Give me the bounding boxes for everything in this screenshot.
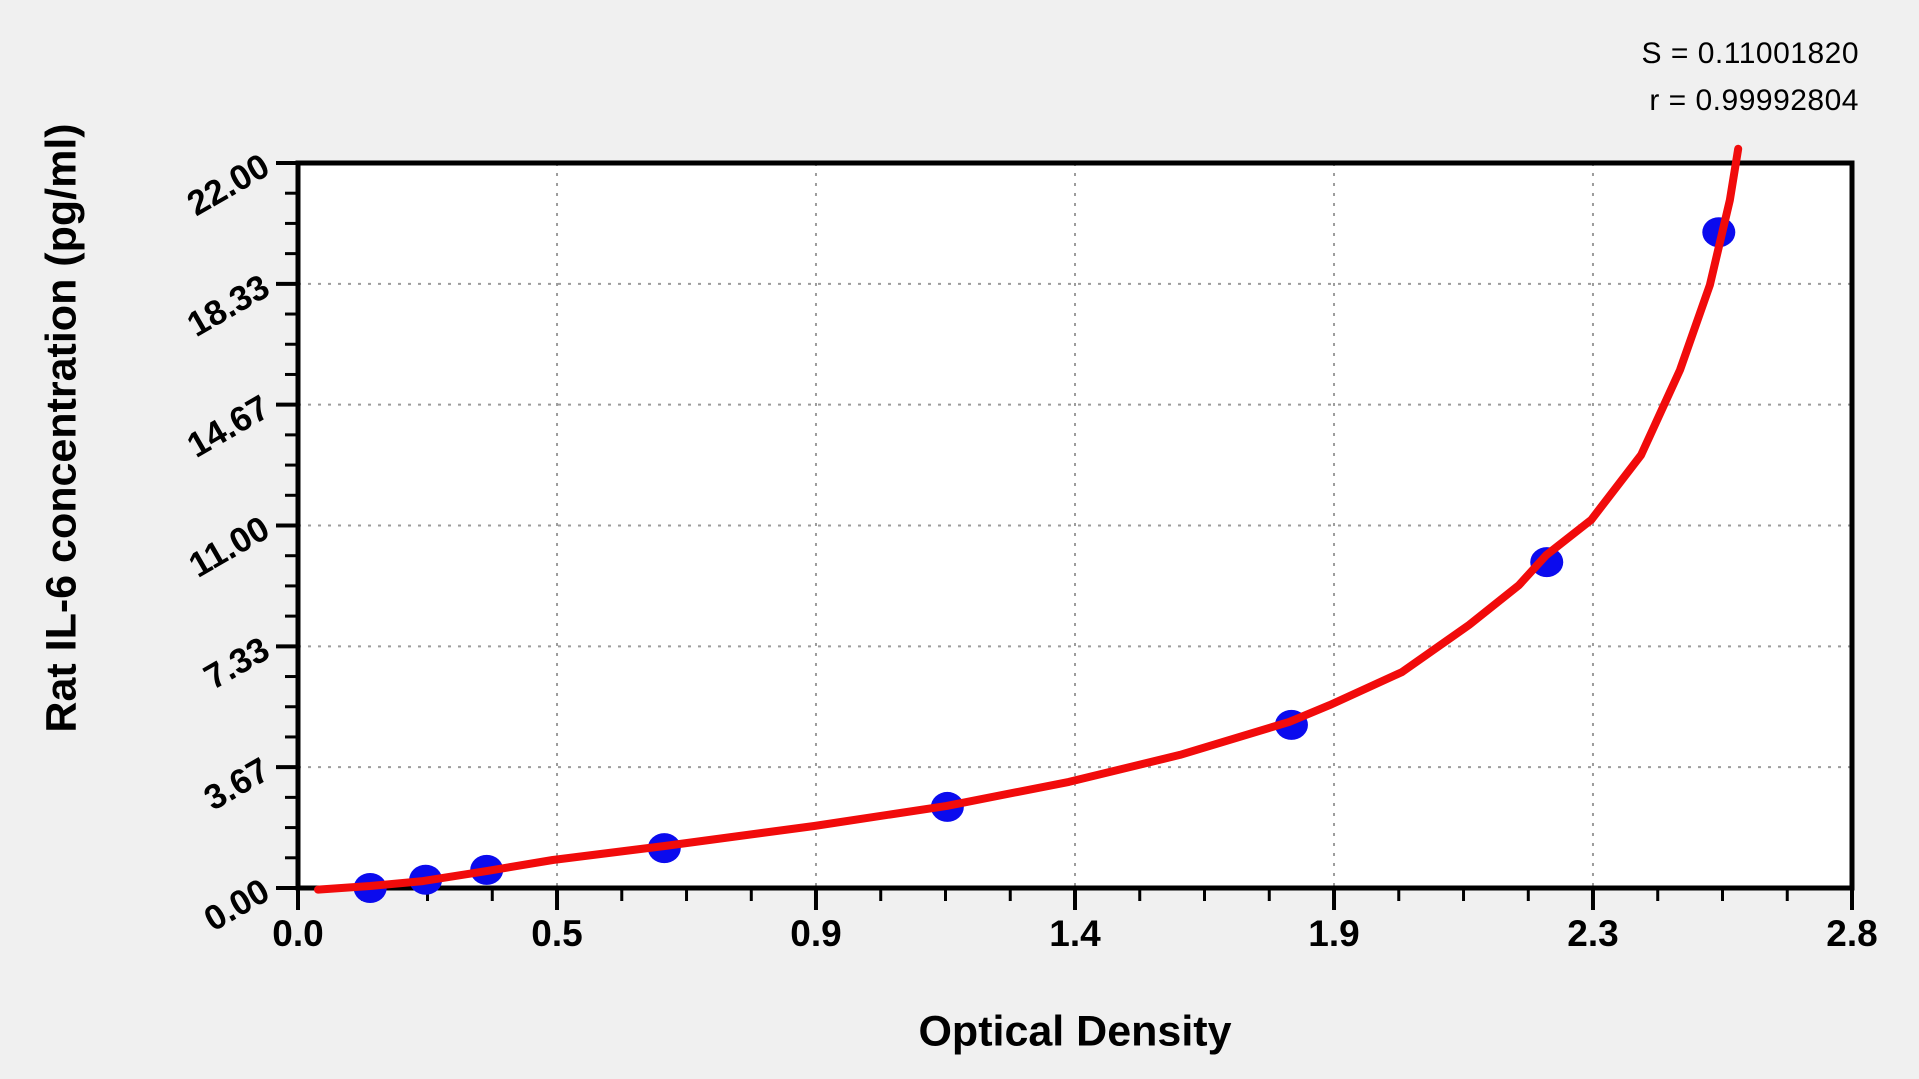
r-value-text: r = 0.99992804: [1649, 84, 1859, 117]
y-tick-label: 18.33: [181, 267, 276, 345]
x-tick-label: 1.9: [1308, 913, 1359, 954]
y-tick-label: 3.67: [198, 750, 276, 818]
s-value-text: S = 0.11001820: [1641, 37, 1859, 70]
y-tick-label: 22.00: [181, 146, 276, 224]
plot-frame: [295, 160, 1855, 891]
y-axis-title: Rat IL-6 concentration (pg/ml): [37, 123, 86, 733]
x-tick-label: 2.3: [1567, 913, 1618, 954]
x-tick-label: 1.4: [1049, 913, 1101, 954]
y-tick-label: 7.33: [198, 629, 276, 697]
fitted-curve: [314, 144, 1743, 894]
x-tick-label: 0.9: [790, 913, 841, 954]
x-tick-label: 0.0: [272, 913, 323, 954]
x-tick-label: 0.5: [531, 913, 582, 954]
y-tick-label: 0.00: [198, 871, 276, 939]
y-tick-label: 14.67: [181, 388, 276, 466]
x-tick-label: 2.8: [1826, 913, 1877, 954]
fit-statistics: S = 0.11001820 r = 0.99992804: [1642, 30, 1859, 124]
y-tick-label: 11.00: [182, 509, 276, 586]
x-axis-title: Optical Density: [918, 1007, 1232, 1056]
